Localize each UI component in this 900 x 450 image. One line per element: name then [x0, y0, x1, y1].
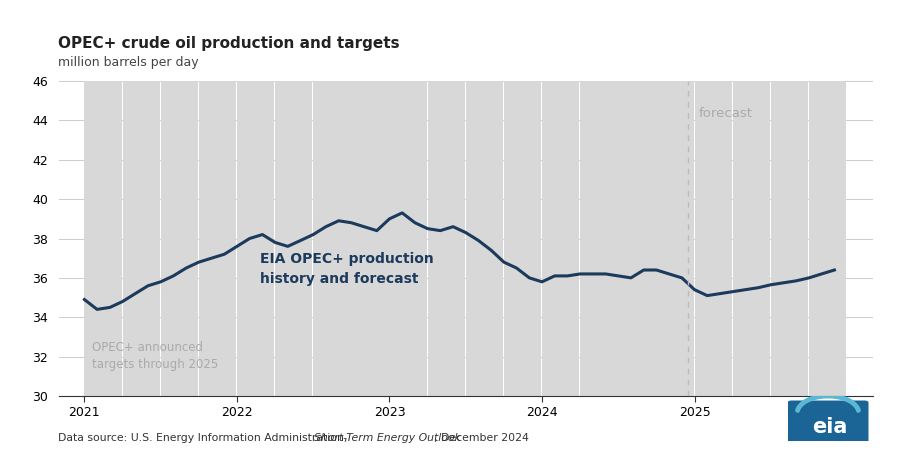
Bar — [656, 0, 694, 396]
Bar — [809, 0, 846, 396]
Bar — [351, 0, 389, 396]
Bar — [428, 0, 465, 396]
Text: OPEC+ crude oil production and targets: OPEC+ crude oil production and targets — [58, 36, 400, 51]
Bar — [199, 0, 236, 396]
Text: , December 2024: , December 2024 — [434, 433, 529, 443]
Text: OPEC+ announced
targets through 2025: OPEC+ announced targets through 2025 — [92, 341, 219, 371]
Text: Data source: U.S. Energy Information Administration,: Data source: U.S. Energy Information Adm… — [58, 433, 351, 443]
Bar — [618, 0, 655, 396]
FancyBboxPatch shape — [788, 400, 868, 443]
Bar — [237, 0, 274, 396]
Text: million barrels per day: million barrels per day — [58, 56, 199, 69]
Bar — [313, 0, 351, 396]
Text: forecast: forecast — [698, 107, 752, 120]
Bar — [770, 0, 808, 396]
Bar — [695, 0, 732, 396]
Bar — [390, 0, 427, 396]
Bar — [122, 0, 160, 396]
Text: Short-Term Energy Outlook: Short-Term Energy Outlook — [314, 433, 461, 443]
Bar — [275, 0, 312, 396]
Text: EIA OPEC+ production
history and forecast: EIA OPEC+ production history and forecas… — [260, 252, 434, 286]
Bar — [161, 0, 198, 396]
Text: eia: eia — [812, 417, 847, 436]
Bar — [733, 0, 770, 396]
Bar — [504, 0, 541, 396]
Bar — [85, 0, 122, 396]
Bar — [580, 0, 617, 396]
Bar — [466, 0, 503, 396]
Bar — [542, 0, 580, 396]
